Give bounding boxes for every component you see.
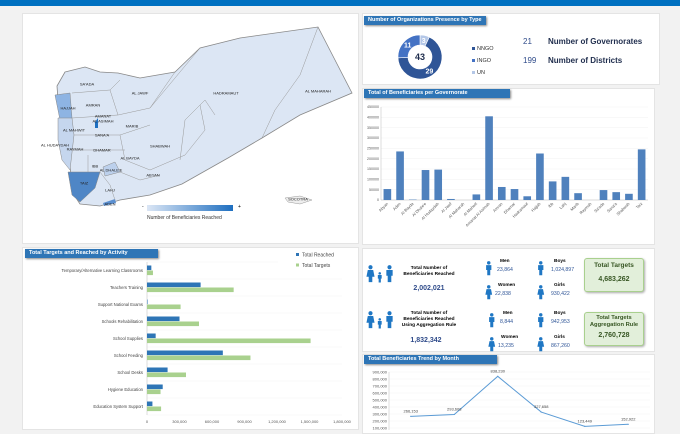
trend-point [410,416,411,417]
trend-point [628,424,629,425]
trend-line [411,376,629,426]
trend-point [584,426,585,427]
y-tick-label: 100,000 [373,425,388,430]
y-tick-label: 600,000 [373,390,388,395]
data-label: 293,608 [447,406,462,411]
y-tick-label: 400,000 [373,404,388,409]
y-tick-label: 800,000 [373,376,388,381]
y-tick-label: 500,000 [373,397,388,402]
data-label: 266,153 [404,408,419,413]
y-tick-label: 300,000 [373,411,388,416]
trend-point [497,376,498,377]
y-tick-label: 900,000 [373,369,388,374]
trend-point [541,411,542,412]
trend-point [454,414,455,415]
data-label: 123,449 [578,418,593,423]
y-tick-label: 200,000 [373,418,388,423]
data-label: 152,922 [621,416,636,421]
data-label: 838,230 [491,368,506,373]
data-label: 327,658 [534,404,549,409]
y-tick-label: 700,000 [373,383,388,388]
